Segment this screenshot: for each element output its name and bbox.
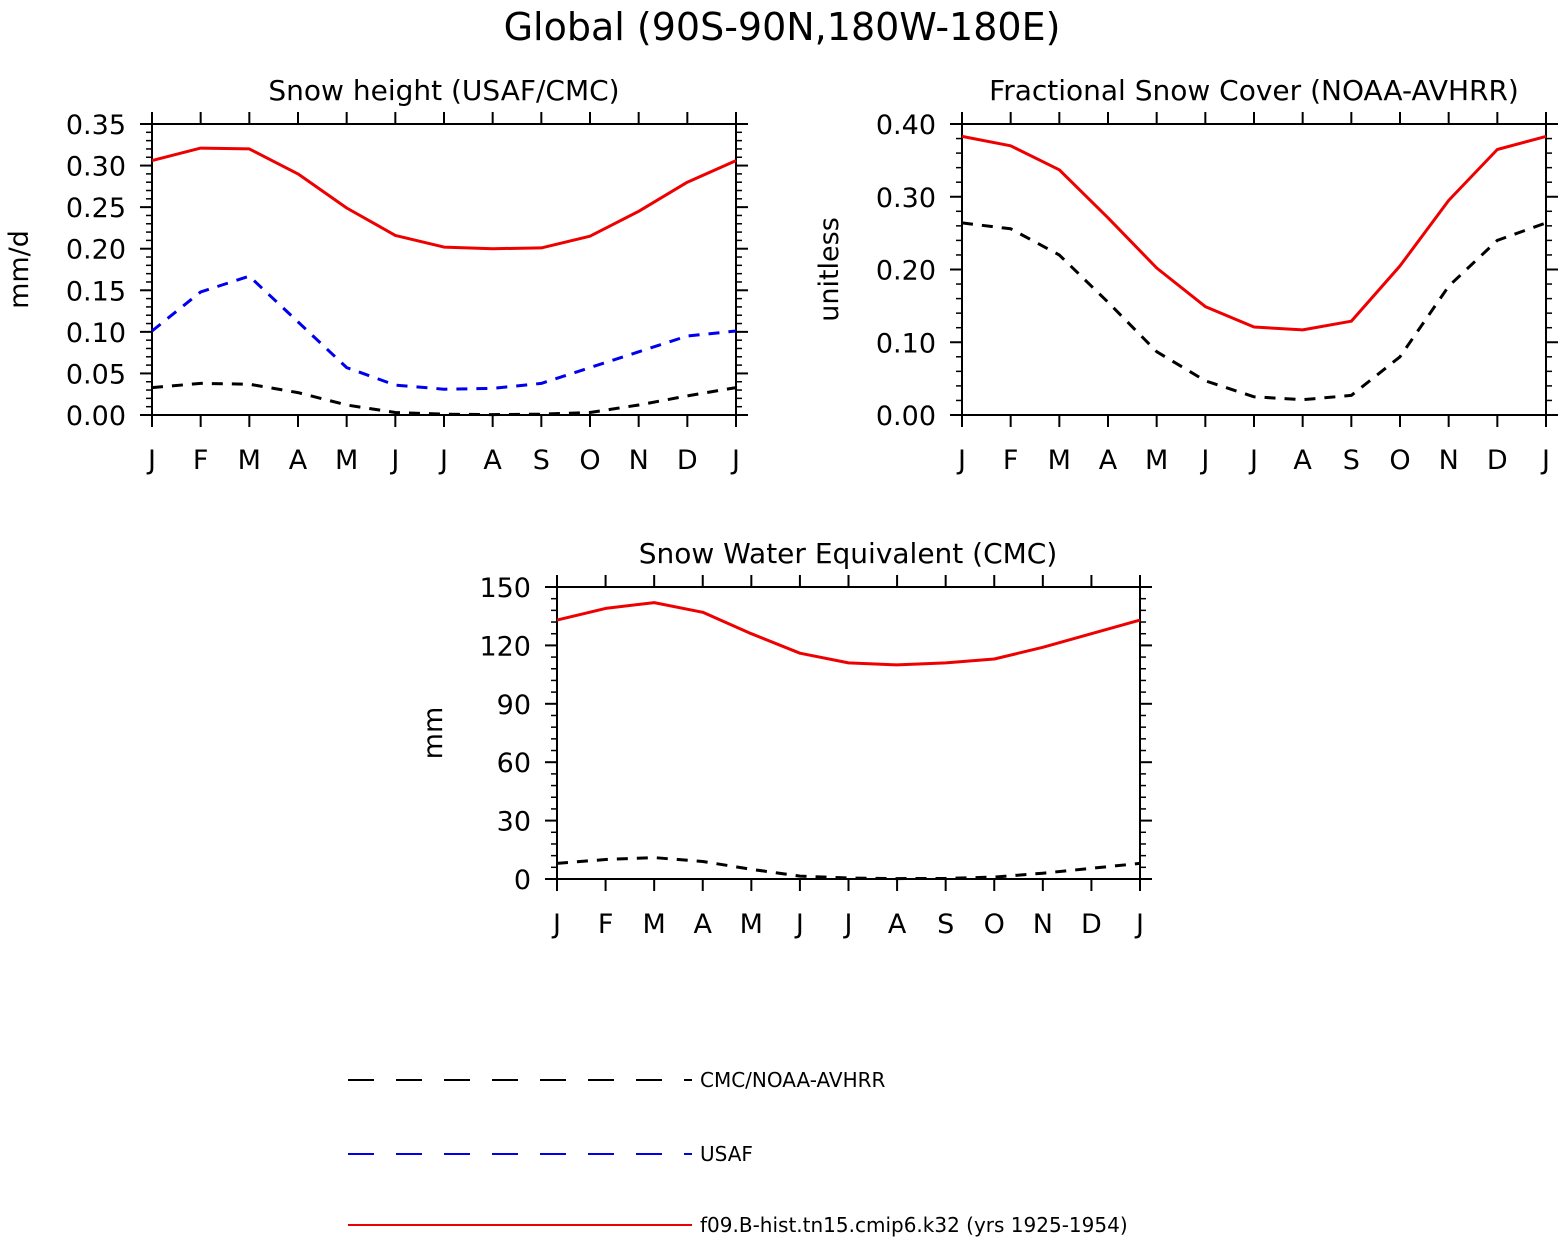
x-tick-label: J <box>146 445 156 476</box>
y-tick-label: 0.30 <box>66 152 126 183</box>
x-tick-label: F <box>193 445 209 476</box>
x-tick-label: M <box>1048 445 1071 476</box>
x-tick-label: M <box>238 445 261 476</box>
x-tick-label: J <box>956 445 966 476</box>
y-tick-label: 0 <box>514 865 531 896</box>
x-tick-label: F <box>598 909 614 940</box>
x-tick-label: J <box>794 909 804 940</box>
x-tick-label: N <box>1033 909 1053 940</box>
x-tick-label: A <box>888 909 907 940</box>
y-tick-label: 0.05 <box>66 359 126 390</box>
panel-snow-water-equivalent: Snow Water Equivalent (CMC)mmJ F M A M J J A S O N… <box>418 537 1152 940</box>
legend-label-model: f09.B-hist.tn15.cmip6.k32 (yrs 1925-1954… <box>700 1213 1128 1237</box>
legend: CMC/NOAA-AVHRR USAF f09.B-hist.tn15.cmip… <box>348 1068 1128 1237</box>
legend-label-usaf: USAF <box>700 1142 753 1166</box>
x-tick-label: A <box>483 445 502 476</box>
x-tick-label: N <box>1439 445 1459 476</box>
x-tick-label: A <box>1099 445 1118 476</box>
panel-snow-height: Snow height (USAF/CMC)mm/dJ F M A M J J A S O N D J0… <box>4 74 748 476</box>
x-tick-label: M <box>643 909 666 940</box>
x-tick-label: A <box>694 909 713 940</box>
y-tick-label: 150 <box>479 573 531 604</box>
x-tick-label: J <box>730 445 740 476</box>
series-line-usaf <box>151 274 737 391</box>
series-line-model <box>961 134 1547 332</box>
x-tick-label: J <box>843 909 853 940</box>
series-line-obs <box>961 221 1547 402</box>
figure-title: Global (90S-90N,180W-180E) <box>504 5 1061 49</box>
x-tick-label: A <box>289 445 308 476</box>
x-tick-label: J <box>1134 909 1144 940</box>
series-line-model <box>556 601 1141 667</box>
x-tick-label: D <box>1487 445 1508 476</box>
panel-title: Fractional Snow Cover (NOAA-AVHRR) <box>989 74 1519 107</box>
x-tick-label: O <box>1389 445 1410 476</box>
y-axis-label: mm <box>418 707 449 760</box>
y-tick-label: 0.10 <box>66 318 126 349</box>
x-tick-label: J <box>551 909 561 940</box>
x-tick-label: S <box>937 909 954 940</box>
y-tick-label: 0.20 <box>876 256 936 287</box>
x-tick-label: J <box>1540 445 1550 476</box>
y-tick-label: 120 <box>479 631 531 662</box>
plot-frame <box>961 123 1547 416</box>
y-axis-label: unitless <box>814 217 845 322</box>
legend-item-model: f09.B-hist.tn15.cmip6.k32 (yrs 1925-1954… <box>348 1213 1128 1237</box>
x-tick-label: O <box>579 445 600 476</box>
y-tick-label: 0.20 <box>66 235 126 266</box>
plot-frame <box>151 123 737 416</box>
y-tick-label: 30 <box>497 807 531 838</box>
x-tick-label: J <box>1199 445 1209 476</box>
x-tick-label: S <box>1343 445 1360 476</box>
plot-frame <box>556 586 1141 880</box>
y-tick-label: 90 <box>497 690 531 721</box>
y-tick-label: 0.10 <box>876 328 936 359</box>
x-tick-label: J <box>438 445 448 476</box>
y-tick-label: 0.35 <box>66 110 126 141</box>
y-tick-label: 0.00 <box>66 401 126 432</box>
x-tick-label: D <box>1081 909 1102 940</box>
y-tick-label: 0.40 <box>876 110 936 141</box>
y-tick-label: 0.00 <box>876 401 936 432</box>
y-tick-label: 60 <box>497 748 531 779</box>
series-line-obs <box>151 381 737 417</box>
y-tick-label: 0.25 <box>66 193 126 224</box>
x-tick-label: M <box>740 909 763 940</box>
panel-fractional-snow-cover: Fractional Snow Cover (NOAA-AVHRR) unitle… <box>814 74 1558 476</box>
x-tick-label: J <box>389 445 399 476</box>
y-tick-label: 0.15 <box>66 276 126 307</box>
x-tick-label: O <box>984 909 1005 940</box>
x-tick-label: A <box>1293 445 1312 476</box>
x-tick-label: F <box>1003 445 1019 476</box>
x-tick-label: D <box>677 445 698 476</box>
legend-item-obs: CMC/NOAA-AVHRR <box>348 1068 886 1092</box>
x-tick-label: J <box>1248 445 1258 476</box>
x-tick-label: N <box>629 445 649 476</box>
legend-item-usaf: USAF <box>348 1142 753 1166</box>
panel-title: Snow height (USAF/CMC) <box>268 74 619 107</box>
y-tick-label: 0.30 <box>876 183 936 214</box>
x-tick-label: M <box>335 445 358 476</box>
panel-title: Snow Water Equivalent (CMC) <box>639 537 1058 570</box>
x-tick-label: M <box>1145 445 1168 476</box>
series-line-model <box>151 146 737 251</box>
series-line-obs <box>556 856 1141 881</box>
x-tick-label: S <box>533 445 550 476</box>
y-axis-label: mm/d <box>4 230 35 309</box>
legend-label-obs: CMC/NOAA-AVHRR <box>700 1068 886 1092</box>
